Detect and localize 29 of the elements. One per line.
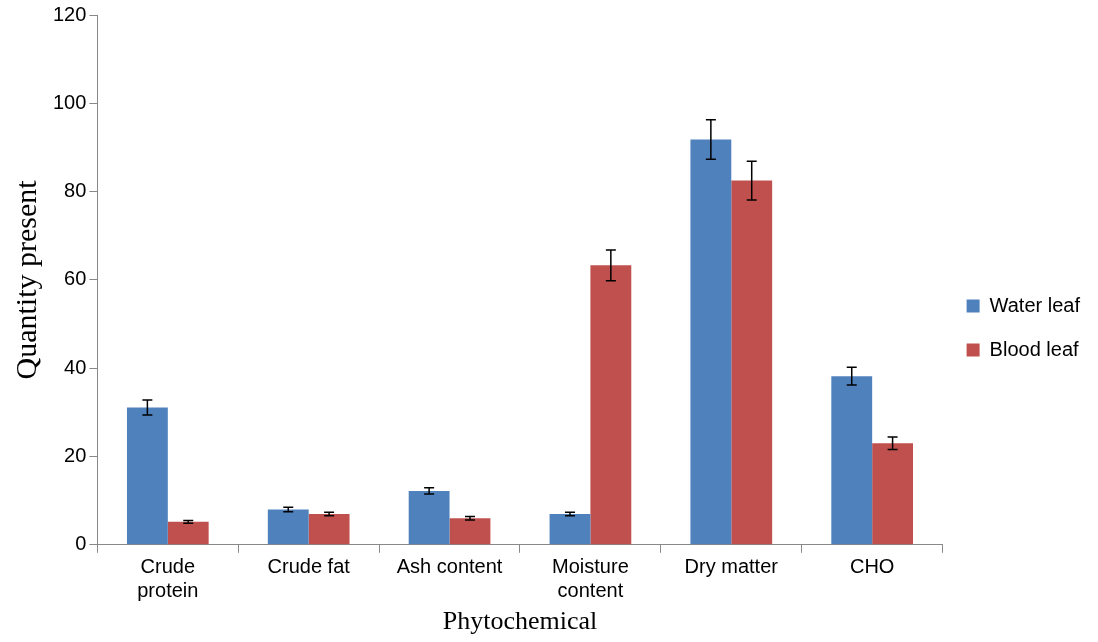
- x-tick-label: Crude fat: [267, 555, 351, 578]
- y-tick-label: 60: [64, 267, 87, 290]
- legend-label: Water leaf: [989, 293, 1081, 316]
- bar: [731, 180, 773, 545]
- bar: [690, 139, 732, 545]
- y-tick-label: 0: [75, 532, 87, 555]
- x-tick-label: CHO: [849, 555, 895, 578]
- y-axis-title: Quantity present: [8, 179, 42, 380]
- y-tick-label: 120: [52, 2, 87, 25]
- x-tick-label: Dry matter: [684, 555, 779, 578]
- bar: [267, 509, 309, 545]
- y-tick-label: 20: [64, 444, 87, 467]
- x-tick-label: Crude protein: [137, 555, 199, 602]
- bar: [449, 518, 491, 545]
- bar: [408, 490, 450, 545]
- bar: [167, 521, 209, 545]
- y-tick-label: 40: [64, 355, 87, 378]
- bar: [831, 376, 873, 545]
- bar: [590, 265, 632, 545]
- x-tick-label: Ash content: [396, 555, 503, 578]
- y-tick-label: 100: [52, 90, 87, 113]
- bar: [308, 513, 350, 545]
- bar: [872, 443, 914, 545]
- bar: [126, 407, 168, 545]
- y-tick-label: 80: [64, 179, 87, 202]
- x-tick-label: Moisture content: [552, 555, 629, 602]
- x-axis-title: Phytochemical: [442, 606, 598, 636]
- bar: [549, 513, 591, 545]
- legend-label: Blood leaf: [989, 337, 1079, 360]
